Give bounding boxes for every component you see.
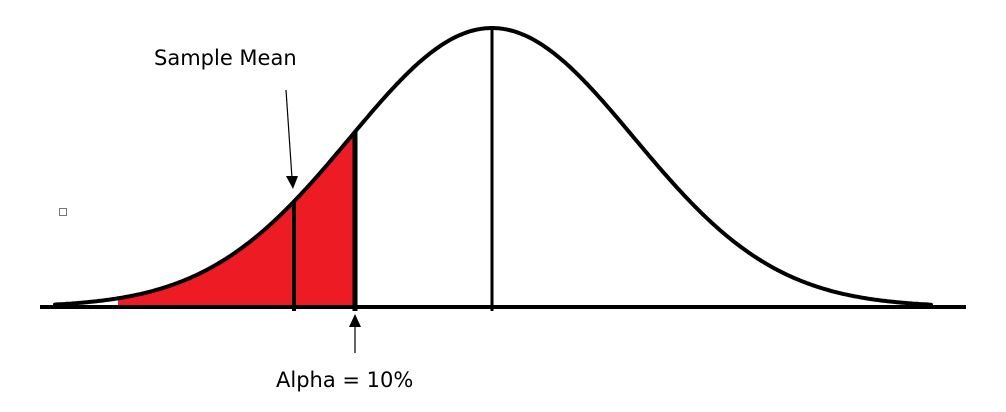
sample-mean-arrow-head xyxy=(286,176,298,189)
sample-mean-arrow-shaft xyxy=(285,89,293,179)
rejection-region-shading xyxy=(118,131,355,307)
small-square-icon xyxy=(59,208,67,216)
alpha-arrow-head xyxy=(349,314,361,327)
alpha-label: Alpha = 10% xyxy=(276,368,414,392)
sample-mean-label: Sample Mean xyxy=(154,46,297,70)
